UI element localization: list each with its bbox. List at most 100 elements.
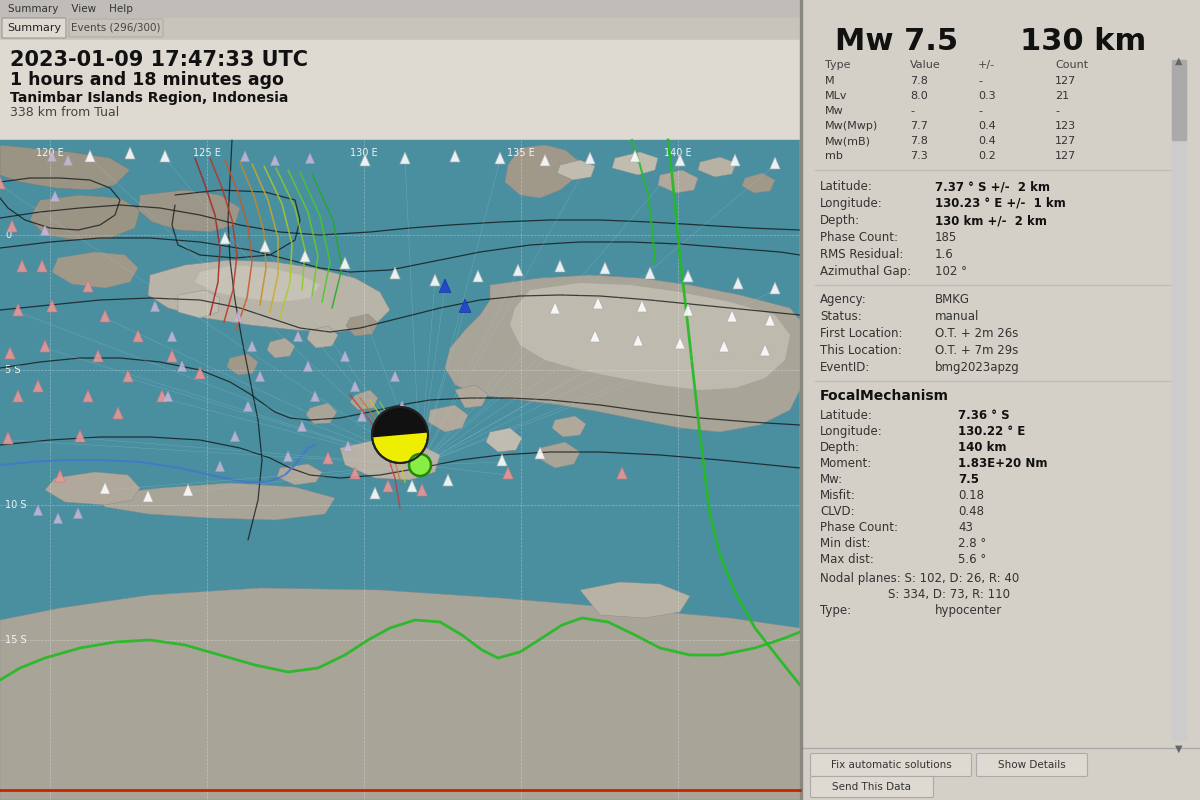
Polygon shape [340, 440, 440, 480]
Polygon shape [306, 403, 337, 424]
Polygon shape [400, 152, 410, 164]
Text: 7.3: 7.3 [910, 151, 928, 161]
Text: Mw(mB): Mw(mB) [826, 136, 871, 146]
Text: 21: 21 [1055, 91, 1069, 101]
Text: -: - [910, 106, 914, 116]
Polygon shape [439, 279, 451, 293]
Polygon shape [167, 350, 178, 362]
Text: 102 °: 102 ° [935, 265, 967, 278]
Text: 43: 43 [958, 521, 973, 534]
Text: First Location:: First Location: [820, 327, 902, 340]
Polygon shape [674, 337, 685, 349]
Polygon shape [428, 405, 468, 432]
Polygon shape [13, 390, 23, 402]
Text: 7.36 ° S: 7.36 ° S [958, 409, 1009, 422]
Polygon shape [100, 482, 110, 494]
Text: Events (296/300): Events (296/300) [71, 23, 161, 33]
Polygon shape [557, 160, 595, 180]
Text: Longitude:: Longitude: [820, 197, 883, 210]
Polygon shape [497, 454, 508, 466]
Polygon shape [17, 260, 28, 272]
Polygon shape [443, 474, 454, 486]
Polygon shape [64, 155, 72, 166]
Text: FocalMechanism: FocalMechanism [820, 389, 949, 403]
Polygon shape [450, 150, 461, 162]
Text: 120 E: 120 E [36, 148, 64, 158]
Text: Max dist:: Max dist: [820, 553, 874, 566]
Text: hypocenter: hypocenter [935, 604, 1002, 617]
Polygon shape [473, 270, 484, 282]
Polygon shape [430, 274, 440, 286]
Text: 338 km from Tual: 338 km from Tual [10, 106, 119, 119]
Polygon shape [32, 380, 43, 392]
Polygon shape [160, 150, 170, 162]
Polygon shape [600, 262, 611, 274]
Text: 130 km: 130 km [1020, 27, 1146, 57]
Text: Summary    View    Help: Summary View Help [8, 4, 133, 14]
Polygon shape [674, 154, 685, 166]
Text: 135 E: 135 E [508, 148, 535, 158]
Polygon shape [55, 470, 65, 482]
Polygon shape [47, 300, 58, 312]
Polygon shape [658, 170, 698, 193]
Text: Misfit:: Misfit: [820, 489, 856, 502]
Polygon shape [283, 451, 293, 462]
Polygon shape [304, 361, 312, 371]
Polygon shape [300, 250, 310, 262]
Polygon shape [0, 145, 130, 190]
Polygon shape [34, 505, 42, 515]
Polygon shape [220, 232, 230, 244]
Text: manual: manual [935, 310, 979, 323]
Text: O.T. + 2m 26s: O.T. + 2m 26s [935, 327, 1019, 340]
Text: Longitude:: Longitude: [820, 425, 883, 438]
Text: 2.8 °: 2.8 ° [958, 537, 986, 550]
Polygon shape [550, 302, 560, 314]
Text: Depth:: Depth: [820, 214, 860, 227]
Text: 125 E: 125 E [193, 148, 221, 158]
Polygon shape [0, 177, 5, 189]
Polygon shape [216, 461, 224, 471]
Polygon shape [54, 513, 62, 523]
Polygon shape [683, 304, 694, 316]
Text: Status:: Status: [820, 310, 862, 323]
Polygon shape [157, 390, 167, 402]
Text: 130.23 ° E +/-  1 km: 130.23 ° E +/- 1 km [935, 197, 1066, 210]
Polygon shape [340, 257, 350, 269]
Polygon shape [46, 472, 140, 505]
Polygon shape [0, 588, 800, 800]
Text: Latitude:: Latitude: [820, 180, 872, 193]
FancyBboxPatch shape [70, 19, 163, 37]
Polygon shape [445, 275, 800, 432]
Polygon shape [644, 267, 655, 279]
Text: 140 E: 140 E [664, 148, 692, 158]
Text: 0.4: 0.4 [978, 121, 996, 131]
Text: 140 km: 140 km [958, 441, 1007, 454]
Polygon shape [266, 338, 295, 358]
Polygon shape [760, 344, 770, 356]
Polygon shape [178, 361, 186, 371]
Text: 1 hours and 18 minutes ago: 1 hours and 18 minutes ago [10, 71, 284, 89]
Polygon shape [100, 310, 110, 322]
Text: Close Window: Close Window [1100, 3, 1168, 14]
Polygon shape [194, 265, 320, 302]
Polygon shape [277, 464, 322, 485]
Text: 8.0: 8.0 [910, 91, 928, 101]
Polygon shape [294, 331, 302, 342]
Polygon shape [194, 367, 205, 379]
Text: 10 S: 10 S [5, 500, 26, 510]
Polygon shape [227, 354, 258, 375]
Text: 0.18: 0.18 [958, 489, 984, 502]
Polygon shape [74, 430, 85, 442]
Text: +/-: +/- [978, 60, 995, 70]
Polygon shape [163, 391, 173, 402]
Polygon shape [538, 442, 580, 468]
Polygon shape [460, 299, 470, 313]
Text: 2023-01-09 17:47:33 UTC: 2023-01-09 17:47:33 UTC [10, 50, 308, 70]
Text: MLv: MLv [826, 91, 847, 101]
Polygon shape [552, 416, 586, 437]
Text: Type:: Type: [820, 604, 851, 617]
Text: 130 km +/-  2 km: 130 km +/- 2 km [935, 214, 1046, 227]
Polygon shape [13, 304, 23, 316]
Polygon shape [138, 190, 240, 232]
Polygon shape [247, 341, 257, 351]
